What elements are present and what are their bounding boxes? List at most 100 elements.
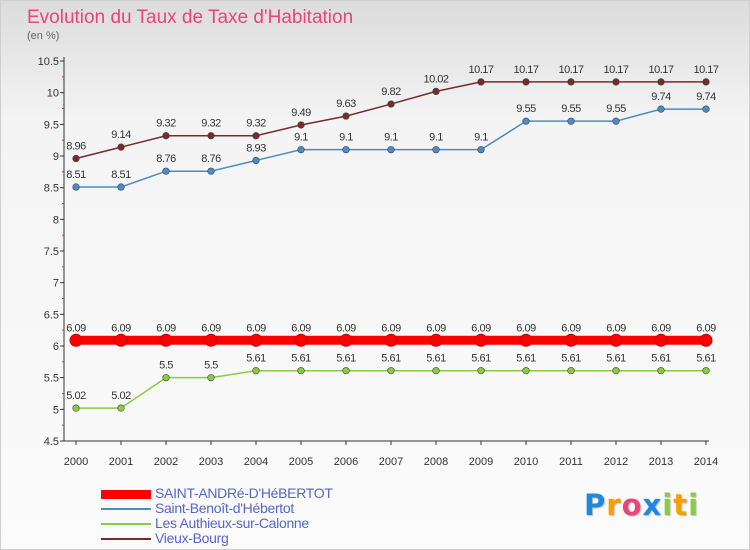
data-point xyxy=(69,333,83,347)
data-label: 9.82 xyxy=(381,86,401,98)
data-point xyxy=(72,183,80,191)
data-label: 10.17 xyxy=(693,64,718,76)
data-label: 9.1 xyxy=(339,132,353,144)
data-label: 9.55 xyxy=(561,103,581,115)
x-tick-label: 2005 xyxy=(289,456,313,468)
data-label: 8.51 xyxy=(66,169,86,181)
data-label: 6.09 xyxy=(246,322,266,334)
legend-swatch xyxy=(101,489,151,499)
data-point xyxy=(612,367,620,375)
data-point xyxy=(384,333,398,347)
data-label: 9.55 xyxy=(606,103,626,115)
logo-letter: P xyxy=(584,488,607,522)
data-label: 5.5 xyxy=(159,360,173,372)
logo-letter: o xyxy=(621,488,643,522)
x-tick-label: 2002 xyxy=(154,456,178,468)
data-point xyxy=(342,112,350,120)
data-point xyxy=(342,367,350,375)
data-point xyxy=(252,132,260,140)
data-label: 9.32 xyxy=(246,118,266,130)
series-line xyxy=(76,369,706,409)
data-point xyxy=(252,367,260,375)
data-point xyxy=(477,367,485,375)
data-label: 5.02 xyxy=(66,390,86,402)
y-tick-label: 8.5 xyxy=(44,183,59,195)
data-point xyxy=(207,374,215,382)
data-label: 6.09 xyxy=(201,322,221,334)
y-tick-label: 7 xyxy=(53,278,59,290)
data-point xyxy=(657,105,665,113)
data-point xyxy=(339,333,353,347)
data-point xyxy=(474,333,488,347)
x-tick-label: 2013 xyxy=(649,456,673,468)
data-label: 9.74 xyxy=(651,91,671,103)
x-tick-label: 2010 xyxy=(514,456,538,468)
y-tick-label: 10 xyxy=(47,88,59,100)
x-tick-label: 2007 xyxy=(379,456,403,468)
data-point xyxy=(429,333,443,347)
data-label: 6.09 xyxy=(156,322,176,334)
data-label: 9.1 xyxy=(474,132,488,144)
data-label: 10.02 xyxy=(423,73,448,85)
data-label: 6.09 xyxy=(426,322,446,334)
data-label: 9.63 xyxy=(336,98,356,110)
data-point xyxy=(612,78,620,86)
data-label: 8.51 xyxy=(111,169,131,181)
data-label: 5.61 xyxy=(471,353,491,365)
data-label: 5.61 xyxy=(516,353,536,365)
data-labels: 8.96 9.14 9.32 9.32 9.32 9.49 9.63 9.82 10.02 10.… xyxy=(66,64,719,402)
data-label: 9.49 xyxy=(291,107,311,119)
data-point xyxy=(294,333,308,347)
y-tick-label: 9.5 xyxy=(44,119,59,131)
data-label: 6.09 xyxy=(66,322,86,334)
data-point xyxy=(477,78,485,86)
data-point xyxy=(387,146,395,154)
x-tick-label: 2003 xyxy=(199,456,223,468)
data-point xyxy=(432,367,440,375)
y-tick-label: 7.5 xyxy=(44,246,59,258)
data-point xyxy=(699,333,713,347)
logo-letter: i xyxy=(662,488,674,522)
data-label: 5.61 xyxy=(696,353,716,365)
data-label: 9.32 xyxy=(201,118,221,130)
data-point xyxy=(522,117,530,125)
data-point xyxy=(207,132,215,140)
data-label: 8.76 xyxy=(201,153,221,165)
data-point xyxy=(297,146,305,154)
data-point xyxy=(117,404,125,412)
data-point xyxy=(342,146,350,154)
data-label: 5.61 xyxy=(246,353,266,365)
data-point xyxy=(297,367,305,375)
x-tick-label: 2001 xyxy=(109,456,133,468)
y-tick-label: 6 xyxy=(53,341,59,353)
data-point xyxy=(72,404,80,412)
x-tick-label: 2014 xyxy=(694,456,718,468)
data-point xyxy=(204,333,218,347)
data-label: 5.02 xyxy=(111,390,131,402)
data-label: 9.55 xyxy=(516,103,536,115)
series-layer xyxy=(69,78,713,412)
data-point xyxy=(117,183,125,191)
data-point xyxy=(432,146,440,154)
data-point xyxy=(654,333,668,347)
data-point xyxy=(162,167,170,175)
data-point xyxy=(522,367,530,375)
y-tick-label: 10.5 xyxy=(38,56,59,68)
data-label: 5.61 xyxy=(426,353,446,365)
legend-swatch xyxy=(101,508,151,510)
data-label: 5.61 xyxy=(606,353,626,365)
data-label: 6.09 xyxy=(651,322,671,334)
data-label: 8.76 xyxy=(156,153,176,165)
data-point xyxy=(702,105,710,113)
data-label: 10.17 xyxy=(558,64,583,76)
data-label: 6.09 xyxy=(561,322,581,334)
logo-letter: x xyxy=(642,488,663,522)
logo-letter: r xyxy=(606,488,622,522)
data-point xyxy=(432,87,440,95)
data-point xyxy=(567,117,575,125)
data-label: 5.61 xyxy=(651,353,671,365)
data-label: 5.61 xyxy=(381,353,401,365)
legend-label: SAINT-ANDRé-D'HéBERTOT xyxy=(155,485,333,501)
